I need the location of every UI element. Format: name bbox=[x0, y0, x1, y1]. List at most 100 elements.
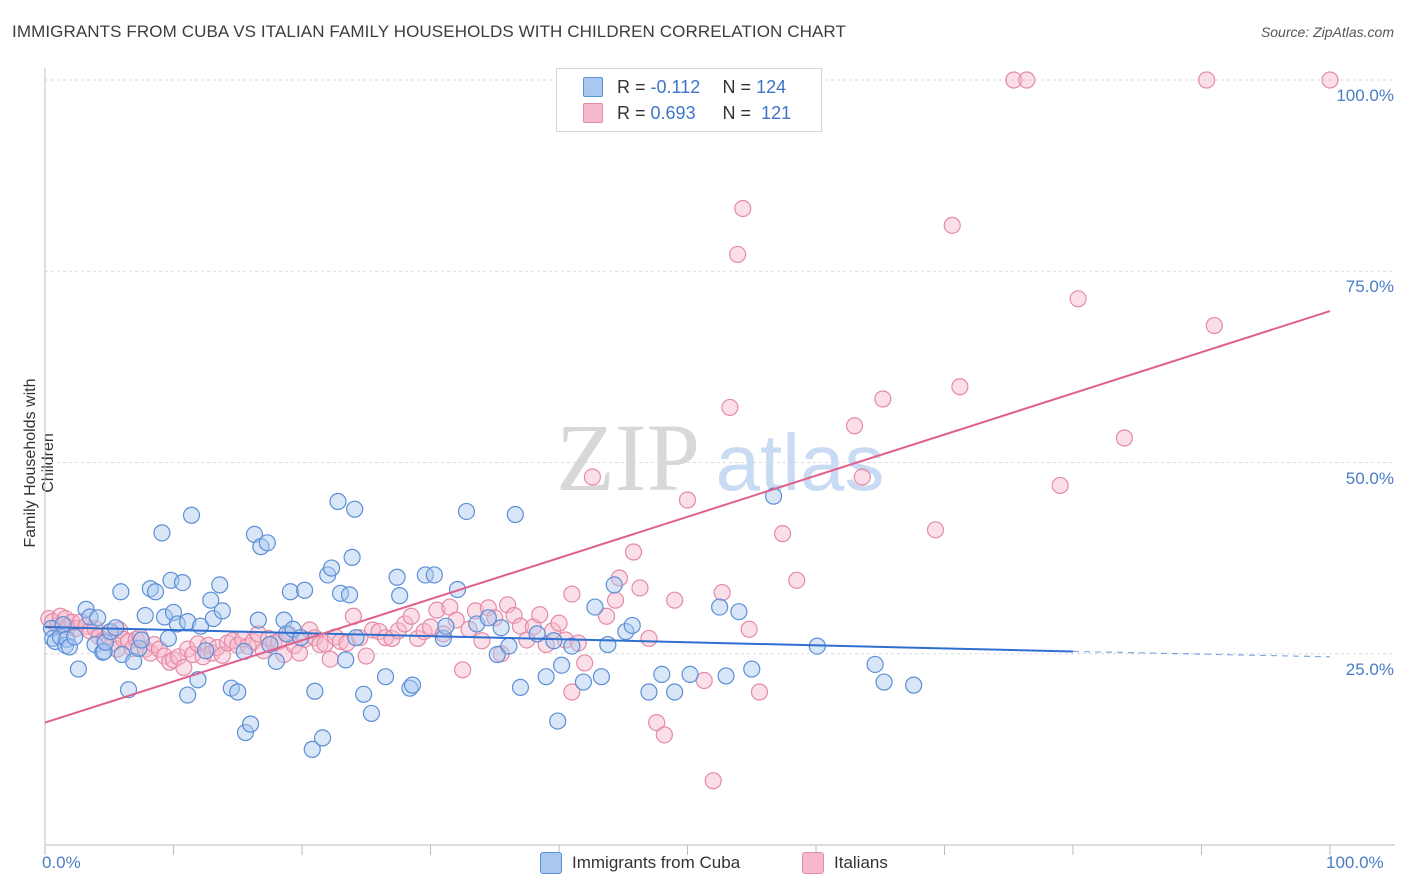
bottom-legend-label-cuba: Immigrants from Cuba bbox=[572, 853, 741, 872]
italians-point bbox=[926, 521, 945, 539]
italians-point bbox=[713, 583, 731, 602]
italians-point bbox=[606, 591, 625, 609]
cuba-point bbox=[437, 617, 455, 635]
italians-point bbox=[1115, 429, 1134, 447]
italians-point bbox=[648, 713, 666, 732]
cuba-point bbox=[506, 505, 524, 524]
italians-point bbox=[640, 629, 658, 648]
legend-r-label: R = bbox=[617, 102, 646, 123]
italians-point bbox=[951, 378, 969, 396]
cuba-point bbox=[549, 712, 567, 730]
italians-point bbox=[678, 491, 697, 509]
source-label: Source: ZipAtlas.com bbox=[1260, 24, 1394, 40]
cuba-point bbox=[346, 500, 364, 518]
italians-point bbox=[729, 245, 747, 264]
cuba-point bbox=[258, 534, 276, 552]
cuba-point bbox=[574, 673, 593, 691]
cuba-point bbox=[552, 656, 571, 674]
cuba-point bbox=[511, 678, 530, 697]
italians-point bbox=[655, 726, 673, 744]
italians-point bbox=[734, 199, 752, 218]
cuba-point bbox=[136, 606, 154, 625]
cuba-point bbox=[306, 682, 324, 700]
cuba-point bbox=[94, 643, 112, 661]
cuba-point bbox=[403, 676, 422, 694]
y-tick-label-75: 75.0% bbox=[1345, 277, 1394, 297]
legend-r-value-italians: 0.693 bbox=[650, 102, 696, 123]
cuba-point bbox=[249, 611, 267, 629]
italians-point bbox=[447, 611, 465, 629]
cuba-point bbox=[281, 583, 300, 601]
cuba-point bbox=[295, 581, 314, 599]
cuba-point bbox=[343, 548, 361, 566]
bottom-swatch-italians bbox=[802, 852, 824, 874]
cuba-point bbox=[730, 603, 748, 621]
italians-point bbox=[631, 579, 649, 597]
cuba-point bbox=[313, 729, 332, 747]
italians-point bbox=[624, 543, 643, 561]
italians-point bbox=[184, 645, 202, 664]
cuba-point bbox=[537, 668, 555, 686]
italians-point bbox=[583, 468, 602, 486]
cuba-point bbox=[416, 566, 434, 584]
cuba-point bbox=[69, 660, 88, 678]
axes bbox=[44, 68, 1395, 855]
legend-n-label: N = bbox=[722, 76, 752, 97]
cuba-point bbox=[711, 598, 729, 616]
italians-point bbox=[311, 635, 329, 654]
cuba-point bbox=[376, 668, 395, 686]
italians-point bbox=[576, 654, 594, 672]
cuba-point bbox=[303, 740, 321, 758]
bottom-swatch-cuba bbox=[540, 852, 562, 874]
cuba-point bbox=[545, 632, 563, 650]
cuba-point bbox=[640, 683, 658, 701]
cuba-point bbox=[605, 576, 623, 594]
cuba-point bbox=[340, 586, 359, 604]
italians-point bbox=[1069, 290, 1087, 308]
cuba-point bbox=[242, 715, 260, 733]
cuba-point bbox=[173, 574, 192, 592]
cuba-point bbox=[355, 685, 373, 703]
cuba-point bbox=[391, 587, 409, 605]
italians-trend-line bbox=[44, 310, 1331, 724]
cuba-point bbox=[211, 576, 229, 594]
cuba-point bbox=[112, 583, 130, 601]
italians-point bbox=[473, 632, 491, 650]
cuba-point bbox=[213, 602, 231, 620]
cuba-point bbox=[599, 635, 617, 654]
cuba-point bbox=[488, 645, 506, 664]
trend-lines bbox=[44, 310, 1331, 724]
cuba-point bbox=[586, 598, 604, 616]
cuba-trend-line bbox=[44, 625, 1074, 653]
cuba-point bbox=[168, 615, 186, 633]
legend-n-label: N = bbox=[722, 102, 752, 123]
cuba-point bbox=[96, 633, 114, 651]
italians-point bbox=[750, 683, 769, 701]
cuba-point bbox=[492, 619, 510, 637]
y-tick-label-25: 25.0% bbox=[1345, 659, 1394, 679]
cuba-point bbox=[388, 568, 406, 586]
legend-swatch-cuba bbox=[583, 77, 603, 97]
cuba-point bbox=[425, 566, 443, 584]
cuba-point bbox=[229, 683, 247, 701]
italians-point bbox=[1018, 71, 1036, 89]
italians-point bbox=[409, 629, 427, 648]
stats-legend: R = -0.112 N = 124 R = 0.693 N = 121 bbox=[556, 68, 822, 132]
cuba-point bbox=[681, 665, 699, 684]
cuba-point bbox=[65, 628, 84, 646]
cuba-point bbox=[623, 616, 641, 635]
cuba-point bbox=[666, 683, 684, 701]
cuba-point bbox=[179, 686, 197, 704]
cuba-point bbox=[617, 622, 635, 641]
cuba-point bbox=[457, 502, 476, 521]
legend-n-value-cuba: 124 bbox=[756, 76, 787, 97]
italians-point bbox=[853, 468, 871, 486]
cuba-point bbox=[275, 611, 293, 629]
italians-point bbox=[666, 591, 684, 609]
chart-title: IMMIGRANTS FROM CUBA VS ITALIAN FAMILY H… bbox=[12, 22, 846, 41]
cuba-trend-extension bbox=[1072, 650, 1331, 658]
legend-swatch-italians bbox=[583, 103, 603, 123]
cuba-point bbox=[500, 637, 518, 655]
cuba-point bbox=[202, 591, 220, 609]
x-tick-100: 100.0% bbox=[1326, 853, 1384, 872]
